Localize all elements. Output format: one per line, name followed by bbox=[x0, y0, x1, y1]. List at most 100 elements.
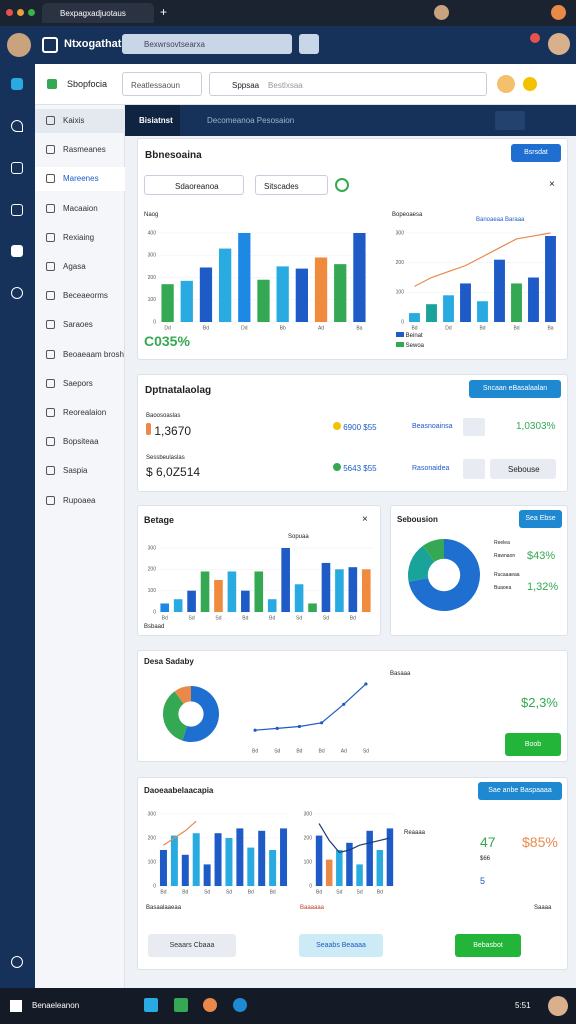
bar bbox=[269, 850, 277, 886]
note: Bsbaad bbox=[144, 624, 165, 630]
logo bbox=[42, 37, 58, 53]
rail-icon[interactable] bbox=[11, 120, 23, 132]
x-tick-label: Dd bbox=[241, 325, 248, 331]
x-tick-label: Bd bbox=[252, 748, 258, 754]
avatar[interactable] bbox=[434, 5, 449, 20]
new-tab[interactable]: + bbox=[160, 5, 168, 19]
toggle[interactable] bbox=[335, 178, 349, 192]
icon-button[interactable] bbox=[463, 418, 485, 436]
point bbox=[342, 702, 346, 706]
kpi-label: Baoosoaslas bbox=[146, 413, 181, 419]
nav-item[interactable]: Saraoes bbox=[35, 313, 125, 337]
dot[interactable] bbox=[17, 9, 24, 16]
nav-item[interactable]: Rasmeanes bbox=[35, 138, 125, 162]
button[interactable]: Bsrsdat bbox=[511, 144, 561, 162]
x-tick-label: Bd bbox=[319, 748, 325, 754]
bar bbox=[227, 571, 237, 612]
bar bbox=[443, 295, 454, 322]
nav-item[interactable]: Kaixis bbox=[35, 109, 125, 133]
button[interactable]: Sncaan eBasalaalan bbox=[469, 380, 561, 398]
app-icon[interactable] bbox=[174, 998, 188, 1012]
icon[interactable] bbox=[523, 77, 537, 91]
x-tick-label: Bd bbox=[479, 325, 485, 331]
nav-item[interactable]: Saspia bbox=[35, 459, 125, 483]
app-icon[interactable] bbox=[203, 998, 217, 1012]
badge: 6900 $55 bbox=[333, 422, 377, 432]
nav-item[interactable]: Reorealaion bbox=[35, 401, 125, 425]
close[interactable]: × bbox=[549, 179, 555, 190]
button[interactable]: Boob bbox=[505, 733, 561, 756]
x-tick-label: Ba bbox=[547, 325, 553, 331]
bar bbox=[225, 838, 233, 886]
nav-item[interactable]: Agasa bbox=[35, 255, 125, 279]
header-tabs[interactable]: Decomeanoa Pesosaion bbox=[207, 116, 295, 125]
avatar[interactable] bbox=[551, 5, 566, 20]
line bbox=[255, 683, 367, 731]
dot[interactable] bbox=[6, 9, 13, 16]
x-tick-label: Bd bbox=[203, 325, 209, 331]
avatar[interactable] bbox=[497, 75, 515, 93]
avatar[interactable] bbox=[7, 33, 31, 57]
dot[interactable] bbox=[28, 9, 35, 16]
button[interactable]: Sae anbe Baspaaaa bbox=[478, 782, 562, 800]
panel-title: Betage bbox=[144, 515, 175, 525]
x-tick-label: Sd bbox=[323, 615, 329, 621]
nav-item[interactable]: Macaaion bbox=[35, 197, 125, 221]
rail-icon[interactable] bbox=[11, 162, 23, 174]
button[interactable]: Seaars Cbaaa bbox=[148, 934, 236, 957]
combo-chart: 0 100 200 300 Bd Dd Bd Bd Ba bbox=[396, 230, 559, 331]
select[interactable]: Reatlessaoun bbox=[122, 72, 202, 96]
nav-item[interactable]: Rexiaing bbox=[35, 226, 125, 250]
button[interactable]: Bebasbot bbox=[455, 934, 521, 957]
start[interactable] bbox=[10, 1000, 22, 1012]
close[interactable]: × bbox=[362, 514, 368, 525]
bar bbox=[409, 313, 420, 322]
bar bbox=[376, 850, 384, 886]
nav-item[interactable]: Mareenes bbox=[35, 167, 125, 192]
rail-icon[interactable] bbox=[11, 204, 23, 216]
nav-item[interactable]: Beoaeaam brosh bbox=[35, 343, 125, 367]
rail-icon[interactable] bbox=[11, 287, 23, 299]
app-icon[interactable] bbox=[144, 998, 158, 1012]
x-tick-label: Bd bbox=[248, 889, 254, 895]
bar bbox=[214, 580, 223, 612]
bar bbox=[334, 264, 347, 322]
header-button[interactable] bbox=[495, 111, 525, 130]
nav-item[interactable]: Rupoaea bbox=[35, 489, 125, 513]
button[interactable]: Sea Ebse bbox=[519, 510, 562, 528]
nav-item[interactable]: Bopsiteaa bbox=[35, 430, 125, 454]
axis-label: Sopuaa bbox=[288, 534, 309, 540]
filter[interactable]: Sitscades bbox=[255, 175, 328, 195]
y-tick-label: 0 bbox=[153, 609, 156, 615]
rail-icon[interactable] bbox=[11, 78, 23, 90]
header-title: Bisiatnst bbox=[125, 105, 180, 136]
button[interactable]: Seaabs Beaaaa bbox=[299, 934, 383, 957]
bar bbox=[295, 268, 309, 322]
search[interactable]: Sppsaa Bestlxsaa bbox=[209, 72, 487, 96]
nav-item[interactable]: Saepors bbox=[35, 372, 125, 396]
app-icon[interactable] bbox=[233, 998, 247, 1012]
search[interactable]: Bexwrsovtsearxa bbox=[122, 34, 292, 54]
tab[interactable]: Bexpagxadjuotaus bbox=[42, 3, 154, 23]
avatar[interactable] bbox=[548, 996, 568, 1016]
axis-label: Naog bbox=[144, 212, 159, 218]
value: $66 bbox=[480, 856, 491, 862]
rail-icon[interactable] bbox=[11, 956, 23, 968]
button[interactable]: Sebouse bbox=[490, 459, 556, 479]
x-tick-label: Bd bbox=[377, 889, 383, 895]
line-chart: Bd Sd Bd Bd Ad Sd bbox=[252, 682, 369, 754]
icon-button[interactable] bbox=[463, 459, 485, 479]
search-button[interactable] bbox=[299, 34, 319, 54]
y-tick-label: 300 bbox=[148, 253, 157, 259]
bar bbox=[315, 835, 323, 886]
nav-icon bbox=[46, 203, 55, 213]
x-tick-label: Ba bbox=[356, 325, 362, 331]
x-tick-label: Sd bbox=[274, 748, 280, 754]
rail-icon[interactable] bbox=[11, 245, 23, 257]
nav-item[interactable]: Beceaeorms bbox=[35, 284, 125, 308]
avatar[interactable] bbox=[548, 33, 570, 55]
y-tick-label: 0 bbox=[153, 319, 156, 325]
bar bbox=[238, 233, 251, 322]
filter[interactable]: Sdaoreanoa bbox=[144, 175, 244, 195]
kpi-name: Rasonaidea bbox=[412, 465, 450, 472]
